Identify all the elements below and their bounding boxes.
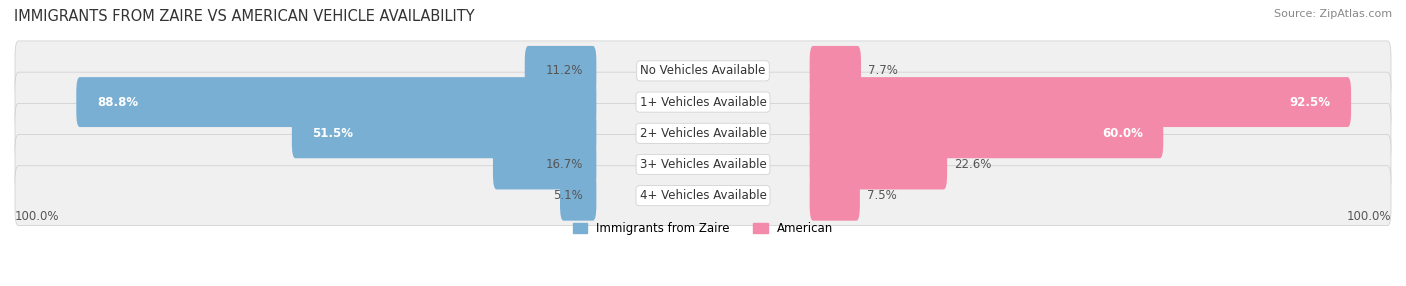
FancyBboxPatch shape	[15, 103, 1391, 163]
Text: Source: ZipAtlas.com: Source: ZipAtlas.com	[1274, 9, 1392, 19]
FancyBboxPatch shape	[560, 171, 596, 221]
Text: 100.0%: 100.0%	[1347, 210, 1391, 223]
Text: 3+ Vehicles Available: 3+ Vehicles Available	[640, 158, 766, 171]
Text: 1+ Vehicles Available: 1+ Vehicles Available	[640, 96, 766, 109]
Text: 51.5%: 51.5%	[312, 127, 353, 140]
FancyBboxPatch shape	[15, 166, 1391, 226]
Text: 22.6%: 22.6%	[955, 158, 991, 171]
Text: 11.2%: 11.2%	[546, 64, 582, 78]
Text: 7.5%: 7.5%	[866, 189, 897, 202]
Text: 60.0%: 60.0%	[1102, 127, 1143, 140]
Text: 16.7%: 16.7%	[546, 158, 582, 171]
FancyBboxPatch shape	[15, 72, 1391, 132]
FancyBboxPatch shape	[810, 77, 1351, 127]
FancyBboxPatch shape	[810, 171, 860, 221]
FancyBboxPatch shape	[76, 77, 596, 127]
Text: 100.0%: 100.0%	[15, 210, 59, 223]
Text: IMMIGRANTS FROM ZAIRE VS AMERICAN VEHICLE AVAILABILITY: IMMIGRANTS FROM ZAIRE VS AMERICAN VEHICL…	[14, 9, 475, 23]
FancyBboxPatch shape	[810, 140, 948, 189]
Text: 7.7%: 7.7%	[868, 64, 898, 78]
Text: No Vehicles Available: No Vehicles Available	[640, 64, 766, 78]
FancyBboxPatch shape	[15, 134, 1391, 194]
Text: 2+ Vehicles Available: 2+ Vehicles Available	[640, 127, 766, 140]
FancyBboxPatch shape	[15, 41, 1391, 101]
FancyBboxPatch shape	[810, 46, 860, 96]
FancyBboxPatch shape	[810, 108, 1163, 158]
Legend: Immigrants from Zaire, American: Immigrants from Zaire, American	[568, 217, 838, 240]
Text: 92.5%: 92.5%	[1289, 96, 1330, 109]
FancyBboxPatch shape	[494, 140, 596, 189]
Text: 4+ Vehicles Available: 4+ Vehicles Available	[640, 189, 766, 202]
FancyBboxPatch shape	[524, 46, 596, 96]
FancyBboxPatch shape	[292, 108, 596, 158]
Text: 88.8%: 88.8%	[97, 96, 138, 109]
Text: 5.1%: 5.1%	[553, 189, 582, 202]
